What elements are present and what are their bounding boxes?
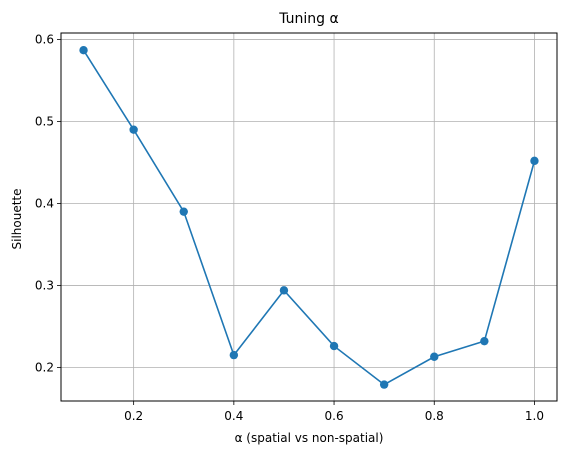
y-tick-label: 0.4 <box>35 196 54 210</box>
data-point <box>129 125 138 134</box>
y-axis-label: Silhouette <box>10 188 24 249</box>
data-point <box>179 207 188 216</box>
data-point <box>229 350 239 360</box>
x-tick-label: 1.0 <box>525 409 544 423</box>
data-point <box>530 156 539 166</box>
data-point <box>79 46 88 55</box>
chart-title: Tuning α <box>278 11 339 27</box>
x-tick-label: 0.6 <box>325 409 344 423</box>
data-point <box>480 336 489 346</box>
series-line <box>82 49 536 386</box>
plot-frame <box>60 32 558 402</box>
x-axis-ticks: 0.2 0.4 0.6 0.8 1.0 <box>124 401 544 423</box>
data-point <box>329 341 339 351</box>
x-tick-label: 0.2 <box>124 409 143 423</box>
y-tick-label: 0.6 <box>35 33 54 47</box>
y-tick-label: 0.2 <box>35 360 54 374</box>
x-tick-label: 0.8 <box>425 409 444 423</box>
data-point <box>430 352 439 361</box>
y-tick-label: 0.5 <box>35 115 54 129</box>
y-tick-label: 0.3 <box>35 278 54 292</box>
x-tick-label: 0.4 <box>224 409 243 423</box>
data-point <box>279 286 289 295</box>
series-group <box>79 46 539 389</box>
data-point <box>379 380 389 389</box>
x-axis-label: α (spatial vs non-spatial) <box>235 431 384 445</box>
y-axis-ticks: 0.2 0.3 0.4 0.5 0.6 <box>35 33 61 374</box>
grid <box>61 33 557 401</box>
